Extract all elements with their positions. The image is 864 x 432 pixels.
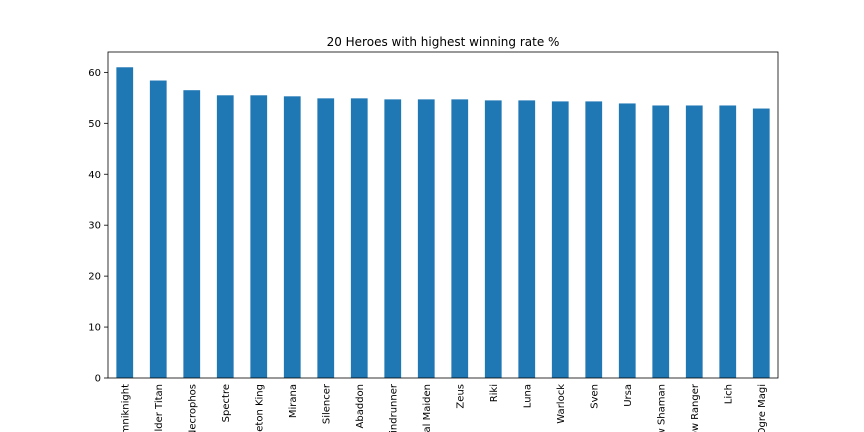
bar-18 bbox=[685, 105, 703, 378]
x-tick-label: Warlock bbox=[556, 384, 567, 424]
y-tick-label: 40 bbox=[88, 170, 101, 181]
bar-14 bbox=[551, 101, 569, 378]
bars-group bbox=[116, 67, 770, 379]
bar-15 bbox=[585, 101, 603, 378]
x-tick-label: Omniknight bbox=[120, 384, 131, 432]
bar-9 bbox=[384, 99, 402, 379]
bar-19 bbox=[719, 105, 737, 378]
x-tick-label: Ogre Magi bbox=[757, 384, 768, 432]
x-tick-label: Sven bbox=[589, 384, 600, 409]
y-tick-label: 50 bbox=[88, 119, 101, 130]
plot-frame bbox=[107, 51, 779, 379]
bar-6 bbox=[283, 96, 301, 378]
x-tick-label: Necrophos bbox=[187, 384, 198, 432]
x-tick-label: Luna bbox=[522, 384, 533, 408]
x-tick-label: Zeus bbox=[455, 384, 466, 409]
x-tick-label: Spectre bbox=[221, 384, 232, 422]
x-axis: Omniknight Elder Titan Necrophos Spectre Ske… bbox=[120, 383, 768, 432]
bar-16 bbox=[618, 103, 636, 378]
y-tick-label: 20 bbox=[88, 272, 101, 283]
bar-1 bbox=[116, 67, 134, 378]
bar-11 bbox=[451, 99, 469, 379]
bar-12 bbox=[484, 100, 502, 378]
bar-10 bbox=[417, 99, 435, 379]
x-tick-label: Riki bbox=[489, 384, 500, 402]
bar-3 bbox=[183, 90, 201, 378]
y-tick-label: 0 bbox=[95, 374, 101, 385]
y-tick-label: 60 bbox=[88, 68, 101, 79]
x-tick-label: Shadow Shaman bbox=[656, 384, 667, 432]
bar-17 bbox=[652, 105, 670, 378]
bar-4 bbox=[216, 95, 234, 379]
bar-5 bbox=[250, 95, 268, 379]
x-tick-label: Mirana bbox=[288, 384, 299, 418]
x-tick-label: Lich bbox=[723, 384, 734, 404]
y-tick-label: 10 bbox=[88, 323, 101, 334]
y-tick-label: 30 bbox=[88, 221, 101, 232]
x-tick-label: Shadow Ranger bbox=[690, 383, 701, 432]
x-tick-label: Abaddon bbox=[355, 384, 366, 428]
x-tick-label: Ursa bbox=[623, 384, 634, 407]
x-tick-label: Windrunner bbox=[388, 383, 399, 432]
bar-8 bbox=[350, 98, 368, 378]
bar-13 bbox=[518, 100, 536, 378]
chart-title: 20 Heroes with highest winning rate % bbox=[327, 35, 560, 49]
x-tick-label: Crystal Maiden bbox=[422, 384, 433, 432]
bar-20 bbox=[752, 108, 770, 378]
x-tick-label: Silencer bbox=[321, 383, 332, 424]
x-tick-label: Elder Titan bbox=[154, 384, 165, 432]
x-tick-label: Skeleton King bbox=[254, 384, 265, 432]
y-axis: 0 10 20 30 40 50 60 bbox=[88, 68, 108, 385]
bar-7 bbox=[317, 98, 335, 378]
bar-2 bbox=[149, 80, 167, 378]
